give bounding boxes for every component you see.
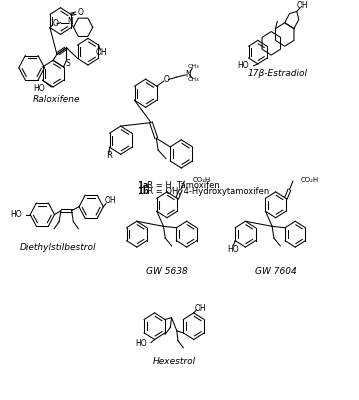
Text: CH₃: CH₃ bbox=[188, 78, 199, 82]
Text: N: N bbox=[185, 70, 191, 78]
Text: OH: OH bbox=[195, 304, 207, 313]
Text: GW 5638: GW 5638 bbox=[146, 267, 188, 276]
Text: HO: HO bbox=[34, 84, 45, 94]
Text: Diethylstilbestrol: Diethylstilbestrol bbox=[20, 243, 97, 252]
Text: O: O bbox=[53, 19, 59, 28]
Text: CO₂H: CO₂H bbox=[192, 177, 210, 183]
Text: R: R bbox=[106, 151, 112, 160]
Text: HO: HO bbox=[10, 210, 22, 219]
Text: OH: OH bbox=[104, 196, 116, 205]
Text: OH: OH bbox=[296, 1, 308, 10]
Text: O: O bbox=[163, 75, 169, 84]
Text: 1a: 1a bbox=[137, 181, 148, 190]
Text: GW 7604: GW 7604 bbox=[255, 267, 297, 276]
Text: HO: HO bbox=[135, 339, 147, 348]
Text: OH: OH bbox=[95, 48, 107, 57]
Text: HO: HO bbox=[237, 61, 249, 70]
Text: . R = H, Tamoxifen: . R = H, Tamoxifen bbox=[142, 181, 220, 190]
Text: 17β-Estradiol: 17β-Estradiol bbox=[247, 69, 307, 78]
Text: 1b: 1b bbox=[137, 187, 149, 196]
Text: CO₂H: CO₂H bbox=[301, 177, 319, 183]
Text: . R = OH, 4-Hydroxytamoxifen: . R = OH, 4-Hydroxytamoxifen bbox=[142, 187, 269, 196]
Text: O: O bbox=[77, 8, 83, 17]
Text: Hexestrol: Hexestrol bbox=[153, 357, 196, 366]
Text: Raloxifene: Raloxifene bbox=[33, 94, 80, 104]
Text: HO: HO bbox=[228, 245, 239, 254]
Text: N: N bbox=[67, 17, 73, 26]
Text: S: S bbox=[66, 59, 70, 68]
Text: CH₃: CH₃ bbox=[188, 64, 199, 69]
